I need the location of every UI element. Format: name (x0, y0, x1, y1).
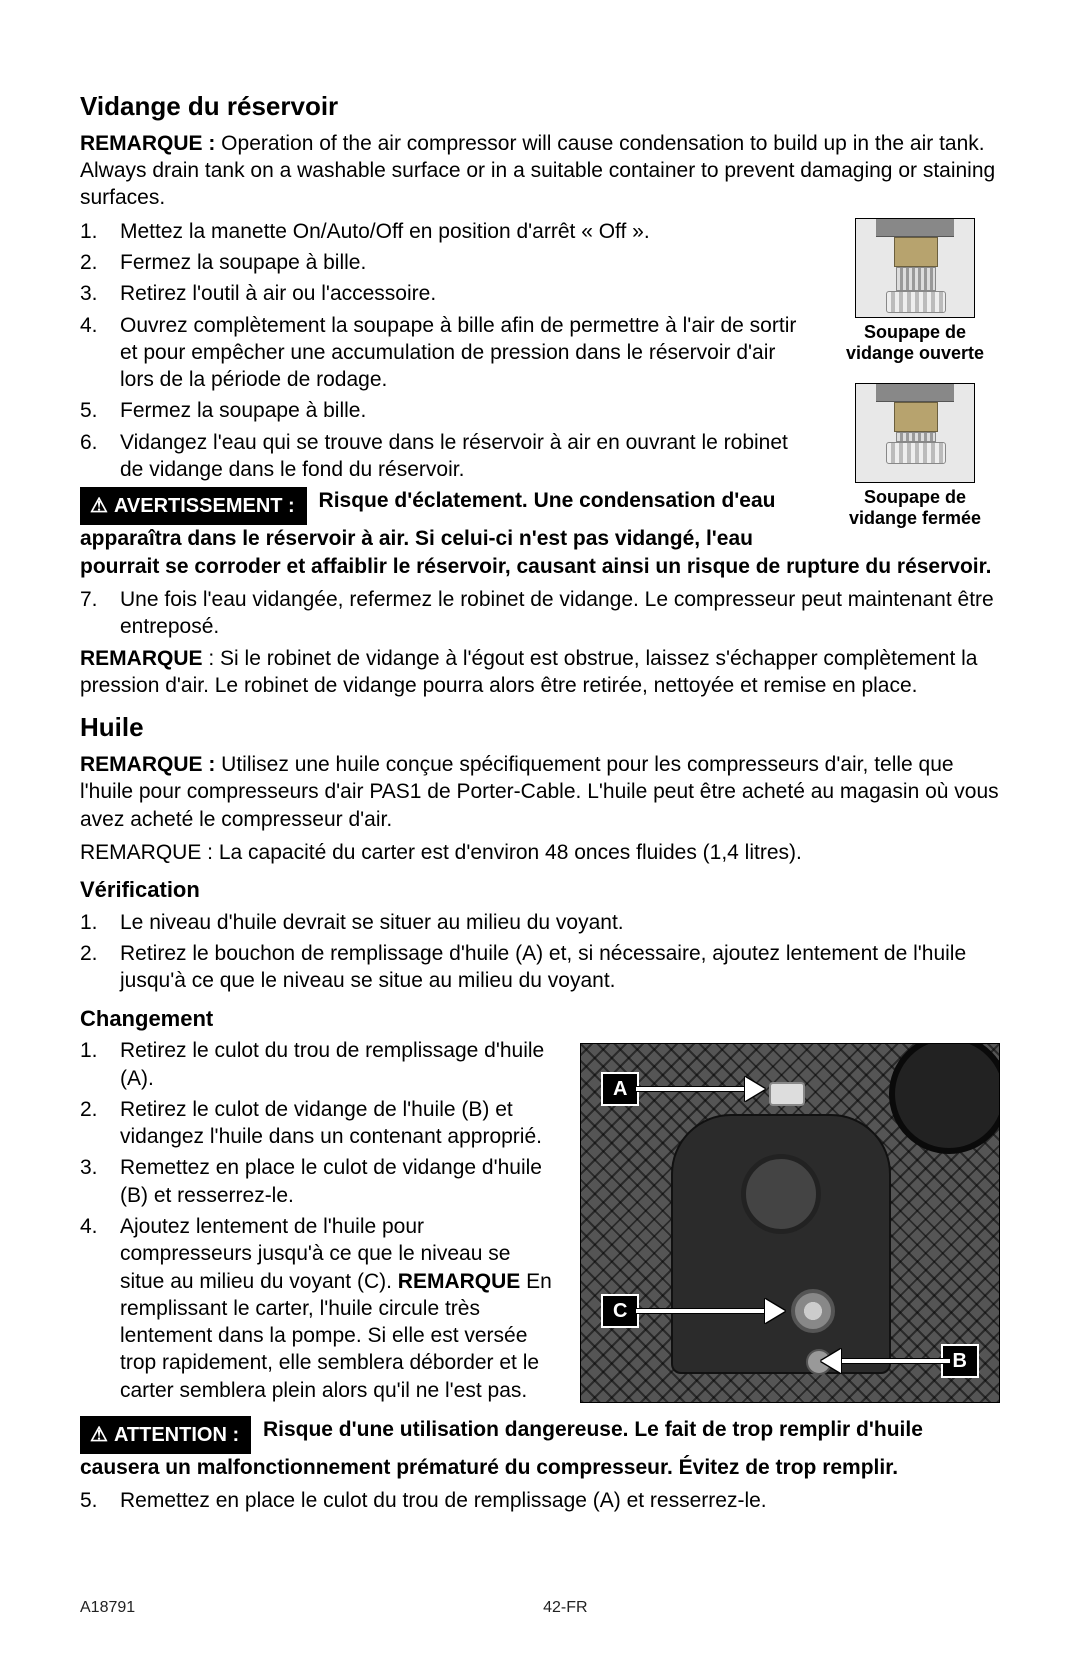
note-3: REMARQUE : Utilisez une huile conçue spé… (80, 751, 1000, 833)
drain-step-7: 7.Une fois l'eau vidangée, refermez le r… (80, 586, 1000, 641)
list-item: 7.Une fois l'eau vidangée, refermez le r… (80, 586, 1000, 641)
list-item: 2.Fermez la soupape à bille. (80, 249, 810, 276)
note-2: REMARQUE : Si le robinet de vidange à l'… (80, 645, 1000, 700)
valve-closed-figure (855, 383, 975, 483)
list-item: 3.Retirez l'outil à air ou l'accessoire. (80, 280, 810, 307)
list-item: 5.Remettez en place le culot du trou de … (80, 1487, 1000, 1514)
change-section: 1.Retirez le culot du trou de remplissag… (80, 1037, 1000, 1408)
callout-a: A (601, 1072, 639, 1106)
warning-lead: Risque d'une utilisation dangereuse. (263, 1418, 629, 1441)
drain-section: Soupape de vidange ouverte Soupape de vi… (80, 218, 1000, 751)
warning-overfill: ATTENTION : Risque d'une utilisation dan… (80, 1416, 1000, 1481)
note-text: : Si le robinet de vidange à l'égout est… (80, 647, 978, 697)
valve-open-caption: Soupape de vidange ouverte (830, 322, 1000, 365)
note-label: REMARQUE : (80, 753, 215, 776)
list-item: 4. Ajoutez lentement de l'huile pour com… (80, 1213, 560, 1404)
valve-open-figure (855, 218, 975, 318)
page-number: 42-FR (543, 1598, 587, 1619)
note-label: REMARQUE : (80, 132, 215, 155)
warning-lead: Risque d'éclatement. (319, 489, 528, 512)
heading-change: Changement (80, 1005, 1000, 1034)
note-4: REMARQUE : La capacité du carter est d'e… (80, 839, 1000, 866)
list-item: 5.Fermez la soupape à bille. (80, 397, 810, 424)
callout-c: C (601, 1294, 639, 1328)
change-step-5: 5.Remettez en place le culot du trou de … (80, 1487, 1000, 1514)
valve-closed-caption: Soupape de vidange fermée (830, 487, 1000, 530)
note-text: Utilisez une huile conçue spécifiquement… (80, 753, 999, 831)
note-label: REMARQUE (80, 647, 203, 670)
warning-badge: AVERTISSEMENT : (80, 487, 307, 525)
list-item: 3.Remettez en place le culot de vidange … (80, 1154, 560, 1209)
heading-verify: Vérification (80, 876, 1000, 905)
pump-figure-col: A C B (580, 1037, 1000, 1408)
manual-page: Vidange du réservoir REMARQUE : Operatio… (0, 0, 1080, 1579)
list-item: 2.Retirez le bouchon de remplissage d'hu… (80, 940, 1000, 995)
list-item: 1.Retirez le culot du trou de remplissag… (80, 1037, 560, 1092)
page-footer: A18791 42-FR . (80, 1598, 1000, 1619)
note-1: REMARQUE : Operation of the air compress… (80, 130, 1000, 212)
heading-drain: Vidange du réservoir (80, 90, 1000, 124)
list-item: 2.Retirez le culot de vidange de l'huile… (80, 1096, 560, 1151)
list-item: 6.Vidangez l'eau qui se trouve dans le r… (80, 429, 810, 484)
change-steps: 1.Retirez le culot du trou de remplissag… (80, 1037, 560, 1404)
pump-figure: A C B (580, 1043, 1000, 1403)
list-item: 1.Le niveau d'huile devrait se situer au… (80, 909, 1000, 936)
arrow-a (635, 1086, 745, 1092)
verify-steps: 1.Le niveau d'huile devrait se situer au… (80, 909, 1000, 995)
list-item: 4.Ouvrez complètement la soupape à bille… (80, 312, 810, 394)
valve-figures: Soupape de vidange ouverte Soupape de vi… (830, 218, 1000, 548)
note-text: Operation of the air compressor will cau… (80, 132, 995, 210)
attention-badge: ATTENTION : (80, 1416, 251, 1454)
change-steps-col: 1.Retirez le culot du trou de remplissag… (80, 1037, 560, 1408)
arrow-c (635, 1308, 765, 1314)
list-item: 1.Mettez la manette On/Auto/Off en posit… (80, 218, 810, 245)
doc-id: A18791 (80, 1598, 135, 1619)
step-4-text: Ajoutez lentement de l'huile pour compre… (120, 1213, 560, 1404)
heading-oil: Huile (80, 711, 1000, 745)
arrow-b (841, 1358, 951, 1364)
